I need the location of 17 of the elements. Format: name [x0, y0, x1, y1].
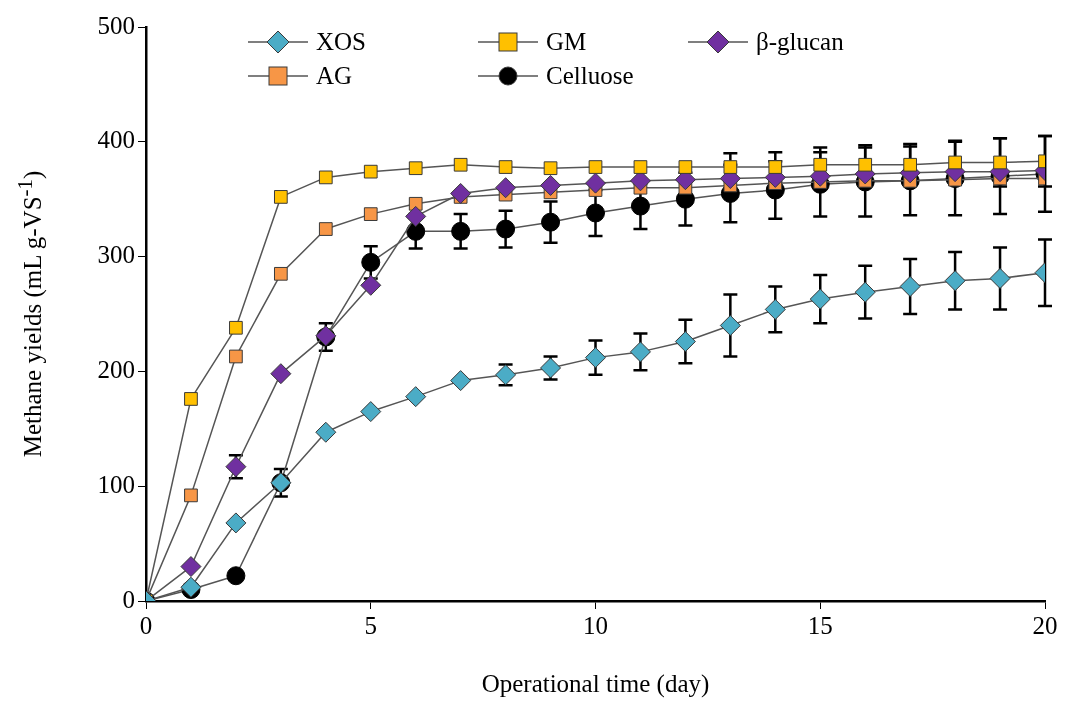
y-tick-label: 200: [97, 355, 135, 383]
legend-label: XOS: [316, 28, 367, 56]
x-axis-title: Operational time (day): [481, 669, 710, 698]
y-tick-label: 300: [97, 241, 135, 269]
legend-label: Celluose: [546, 62, 634, 90]
x-tick-label: 15: [807, 611, 833, 639]
y-tick-label: 100: [97, 470, 135, 498]
legend-label: β-glucan: [756, 28, 844, 56]
legend-label: GM: [546, 28, 587, 56]
x-tick-label: 5: [364, 611, 377, 639]
y-tick-label: 400: [97, 126, 135, 154]
x-tick-label: 0: [139, 611, 153, 639]
y-tick-label: 0: [122, 585, 135, 613]
x-tick-label: 20: [1032, 611, 1058, 639]
legend-label: AG: [316, 62, 353, 90]
y-tick-label: 500: [97, 11, 135, 39]
x-tick-label: 10: [583, 611, 608, 639]
